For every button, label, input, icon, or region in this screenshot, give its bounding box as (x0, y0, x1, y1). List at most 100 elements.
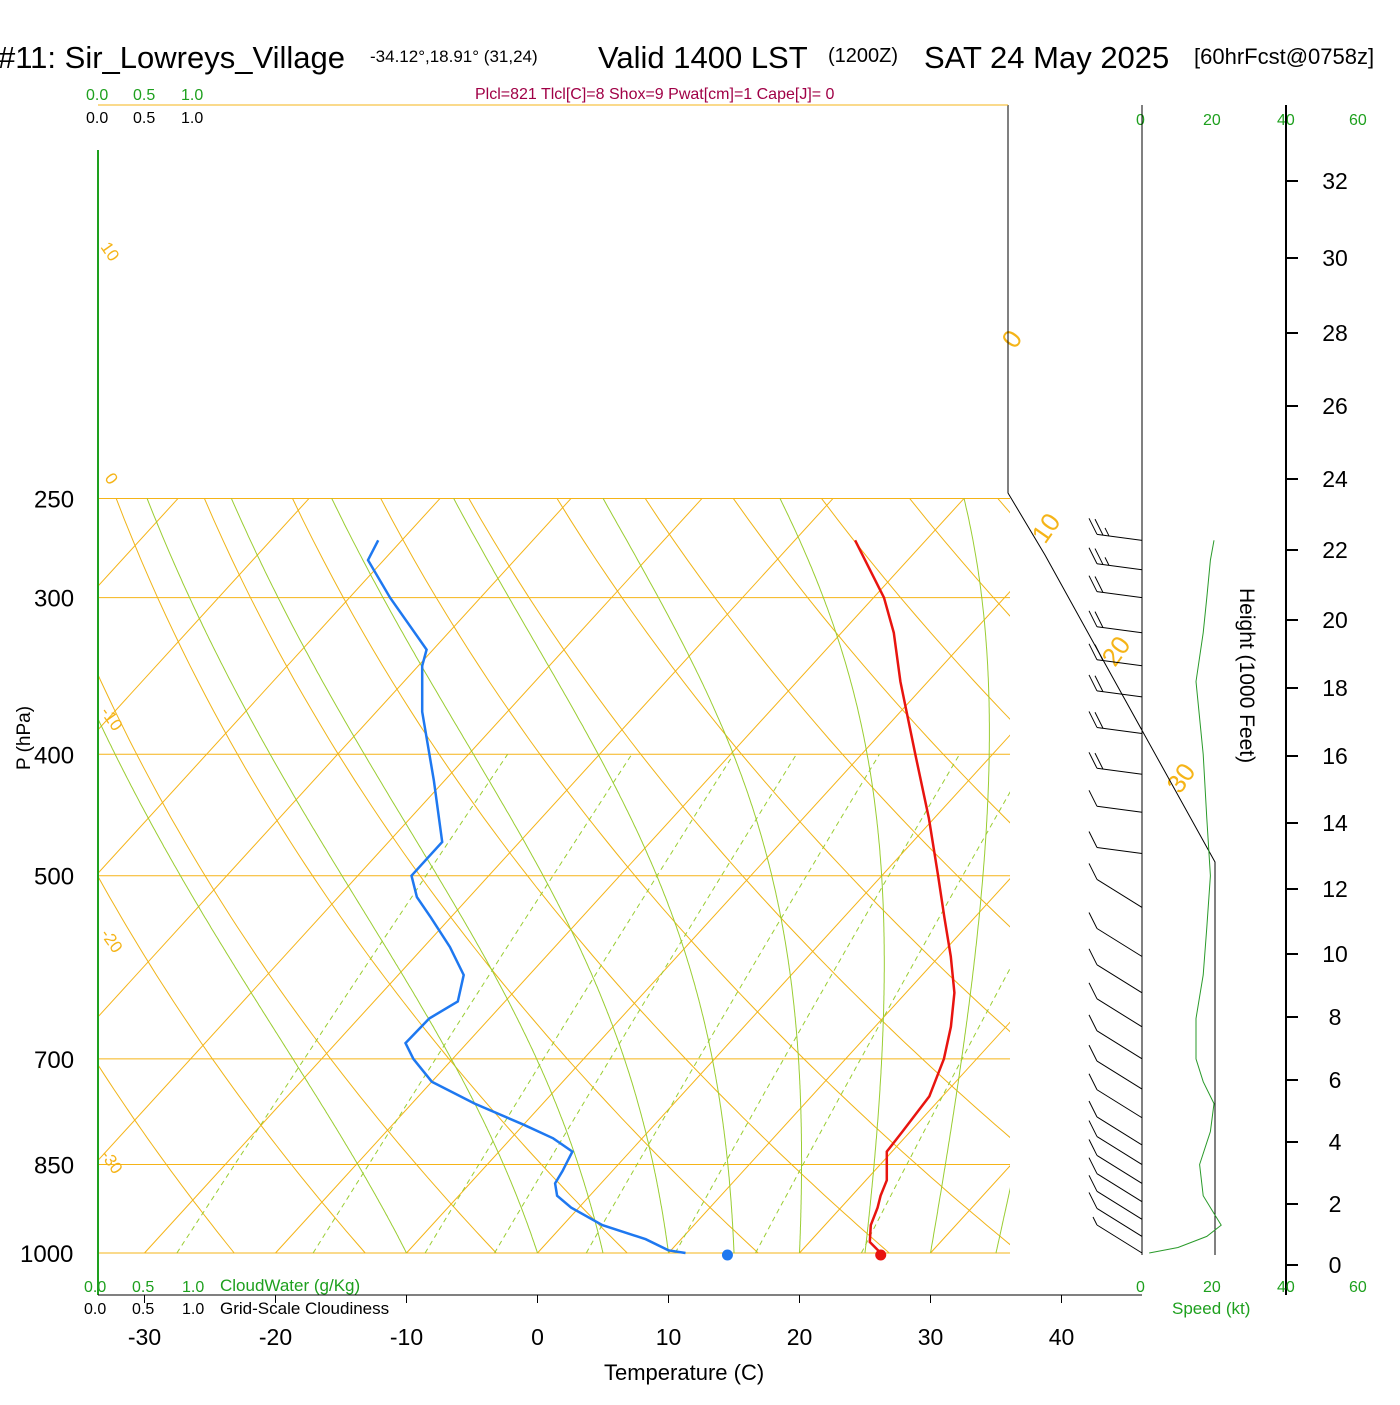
wind-barb-staff (1097, 965, 1142, 993)
isotherm-line (1193, 498, 1400, 1253)
dry-adiabat-line (1350, 498, 1400, 1253)
height-tick-label: 4 (1329, 1129, 1342, 1155)
mixing-ratio-line (675, 754, 959, 1253)
surface-dewpoint-marker (722, 1250, 733, 1261)
isotherm-label: -30 (97, 1146, 127, 1177)
wind-barb-staff (1097, 1031, 1142, 1059)
wind-barb-staff (1097, 627, 1142, 633)
temperature-axis-label: Temperature (C) (604, 1360, 764, 1385)
station-coords: -34.12°,18.91° (31,24) (370, 47, 538, 66)
isotherm-label: -20 (97, 925, 127, 956)
wind-barb-staff (1097, 691, 1142, 697)
wind-barb-halfflag (1093, 1217, 1097, 1225)
wind-barb-staff (1097, 592, 1142, 598)
wind-barb-staff (1097, 1225, 1142, 1253)
wind-barb-flag (1089, 1074, 1097, 1090)
temperature-tick-label: 10 (656, 1324, 682, 1350)
wind-barb-staff (1097, 1208, 1142, 1236)
wind-barb-flag (1089, 913, 1097, 929)
height-tick-label: 2 (1329, 1191, 1342, 1217)
cloudwater-tick-top: 0.0 (86, 87, 108, 104)
mixing-ratio-label: 12 (759, 1261, 783, 1285)
speed-tick-top: 0 (1136, 112, 1145, 129)
temperature-tick-label: 0 (531, 1324, 544, 1350)
mixing-ratio-label: 3 (499, 1266, 518, 1283)
zulu-time: (1200Z) (828, 45, 898, 67)
mixing-ratio-label: 20 (864, 1261, 888, 1285)
pressure-label: 250 (34, 486, 74, 513)
temperature-tick-label: -20 (259, 1324, 292, 1350)
moist-adiabat-line (996, 498, 1124, 1253)
plot-right-boundary (1008, 105, 1215, 1255)
wind-barb-staff (1097, 1155, 1142, 1183)
pressure-label: 1000 (20, 1241, 73, 1268)
wind-barb-staff (1097, 879, 1142, 907)
wind-barb-staff (1097, 1191, 1142, 1219)
isotherm-label: -10 (97, 703, 127, 734)
cloudwater-tick-top: 1.0 (181, 87, 203, 104)
surface-temperature-marker (875, 1250, 886, 1261)
cloudiness-tick-top: 1.0 (181, 110, 203, 127)
pressure-label: 500 (34, 864, 74, 891)
wind-barb-flag (1089, 949, 1097, 965)
speed-tick-bottom: 0 (1136, 1279, 1145, 1296)
isotherm-label: 10 (1025, 508, 1066, 549)
wind-barb-flag (1089, 1192, 1097, 1208)
wind-barb-halfflag (1105, 557, 1109, 565)
wind-barb-staff (1097, 1061, 1142, 1089)
wind-barb-staff (1097, 847, 1142, 853)
forecast-info: [60hrFcst@0758z] (1194, 44, 1374, 69)
wind-barb-flag (1089, 1015, 1097, 1031)
wind-barb-flag (1089, 790, 1097, 806)
mixing-ratio-label: 5 (589, 1266, 608, 1283)
station-title: #11: Sir_Lowreys_Village (0, 40, 345, 75)
height-tick-label: 20 (1322, 607, 1348, 633)
temperature-tick-label: -30 (128, 1324, 161, 1350)
mixing-ratio-line (313, 754, 632, 1253)
speed-tick-top: 60 (1349, 112, 1367, 129)
speed-tick-bottom: 20 (1203, 1279, 1221, 1296)
wind-barb-staff (1097, 534, 1142, 540)
pressure-axis-label: P (hPa) (14, 706, 35, 770)
temperature-tick-label: 20 (787, 1324, 813, 1350)
height-tick-label: 0 (1329, 1252, 1342, 1278)
height-tick-label: 14 (1322, 810, 1348, 836)
mixing-ratio-line (425, 754, 733, 1253)
speed-tick-bottom: 60 (1349, 1279, 1367, 1296)
cloudwater-label: CloudWater (g/Kg) (220, 1276, 360, 1295)
temperature-tick-label: 30 (918, 1324, 944, 1350)
sounding-profiles (368, 540, 954, 1260)
mixing-ratio-label: 2 (429, 1268, 448, 1285)
speed-label: Speed (kt) (1172, 1299, 1250, 1318)
height-tick-label: 28 (1322, 320, 1348, 346)
mixing-ratio-line (177, 754, 508, 1253)
mixing-ratio-line (756, 754, 1032, 1253)
speed-tick-bottom: 40 (1277, 1279, 1295, 1296)
cloudwater-tick-bottom: 1.0 (182, 1279, 204, 1296)
height-tick-label: 8 (1329, 1004, 1342, 1030)
wind-barb-flag (1089, 831, 1097, 847)
wind-barb-flag (1089, 1175, 1097, 1191)
temperature-tick-label: 40 (1049, 1324, 1075, 1350)
cloudwater-tick-bottom: 0.5 (132, 1279, 154, 1296)
isotherm-label: 30 (1160, 758, 1201, 799)
height-tick-label: 24 (1322, 466, 1348, 492)
temperature-tick-label: -10 (390, 1324, 423, 1350)
isotherm-label: 0 (101, 469, 122, 488)
wind-barb-staff (1097, 999, 1142, 1027)
pressure-label: 300 (34, 586, 74, 613)
pressure-label: 700 (34, 1047, 74, 1074)
isotherm-label: 10 (97, 238, 123, 264)
wind-barb-flag (1089, 1139, 1097, 1155)
cloudiness-tick-top: 0.5 (133, 110, 155, 127)
wind-barb-staff (1097, 1174, 1142, 1202)
height-axis-label: Height (1000 Feet) (1235, 588, 1258, 763)
cloudiness-tick-bottom: 0.0 (84, 1301, 106, 1318)
wind-barb-staff (1097, 929, 1142, 957)
